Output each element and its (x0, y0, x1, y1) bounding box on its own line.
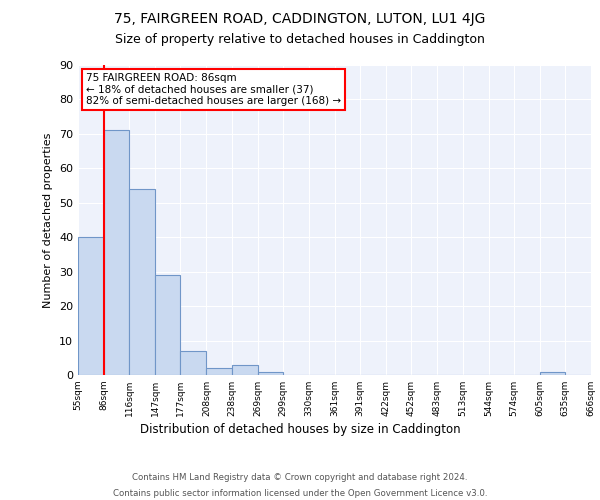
Text: Size of property relative to detached houses in Caddington: Size of property relative to detached ho… (115, 32, 485, 46)
Bar (232, 364, 257, 375)
Text: Contains public sector information licensed under the Open Government Licence v3: Contains public sector information licen… (113, 489, 487, 498)
Text: 75, FAIRGREEN ROAD, CADDINGTON, LUTON, LU1 4JG: 75, FAIRGREEN ROAD, CADDINGTON, LUTON, L… (115, 12, 485, 26)
Bar (129, 189, 155, 375)
Bar (155, 275, 181, 375)
Bar (104, 130, 129, 375)
Bar (181, 351, 206, 375)
Text: Contains HM Land Registry data © Crown copyright and database right 2024.: Contains HM Land Registry data © Crown c… (132, 472, 468, 482)
Bar (257, 372, 283, 375)
Y-axis label: Number of detached properties: Number of detached properties (43, 132, 53, 308)
Text: Distribution of detached houses by size in Caddington: Distribution of detached houses by size … (140, 422, 460, 436)
Bar (78, 237, 104, 375)
Text: 75 FAIRGREEN ROAD: 86sqm
← 18% of detached houses are smaller (37)
82% of semi-d: 75 FAIRGREEN ROAD: 86sqm ← 18% of detach… (86, 72, 341, 106)
Bar (540, 372, 565, 375)
Bar (206, 368, 232, 375)
